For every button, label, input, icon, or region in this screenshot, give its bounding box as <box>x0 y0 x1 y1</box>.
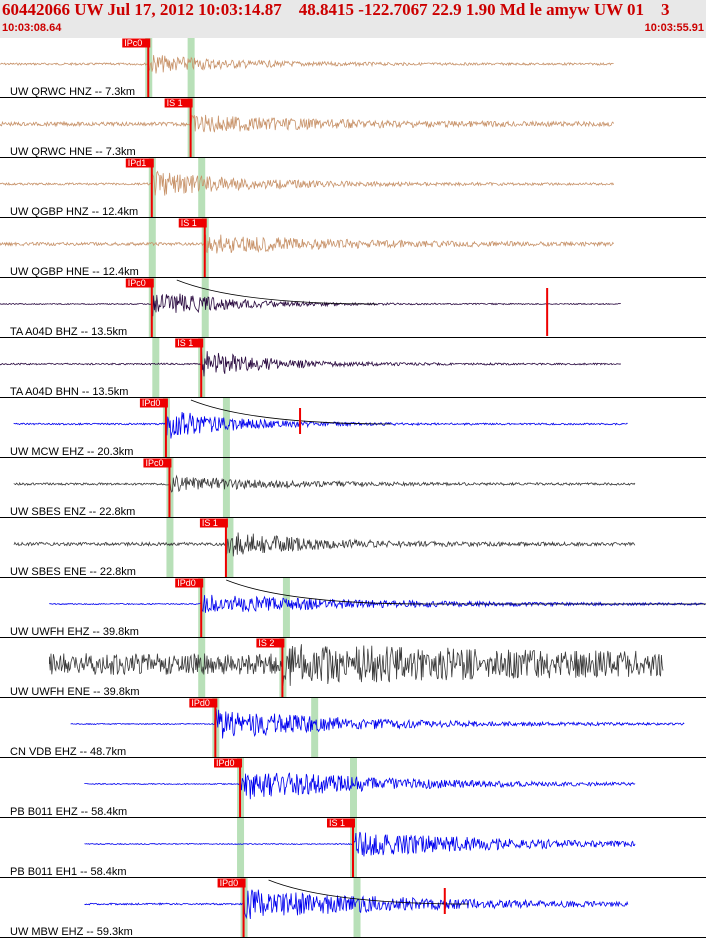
station-channel-label: UW MCW EHZ -- 20.3km <box>10 446 133 458</box>
phase-pick-label: IPc0 <box>124 38 142 48</box>
station-channel-label: TA A04D BHZ -- 13.5km <box>10 326 127 338</box>
waveform-trace <box>0 293 621 317</box>
waveform-trace <box>0 114 614 133</box>
trace-panel[interactable]: IPd1 UW QGBP HNZ -- 12.4km <box>0 158 706 218</box>
pick-window-band <box>350 758 357 818</box>
station-channel-label: UW SBES ENZ -- 22.8km <box>10 506 135 518</box>
trace-panel[interactable]: IS 2 UW UWFH ENE -- 39.8km <box>0 638 706 698</box>
theoretical-arrival-curve <box>226 579 706 605</box>
station-channel-label: UW QGBP HNZ -- 12.4km <box>10 206 138 218</box>
phase-pick-tag[interactable] <box>214 758 243 768</box>
phase-pick-tag[interactable] <box>143 458 172 468</box>
phase-pick-label: IS 1 <box>329 818 345 828</box>
waveform-trace <box>70 708 685 739</box>
trace-panel[interactable]: IPd0 PB B011 EHZ -- 58.4km <box>0 758 706 818</box>
station-channel-label: PB B011 EHZ -- 58.4km <box>10 806 127 818</box>
event-header: 60442066 UW Jul 17, 2012 10:03:14.87 48.… <box>0 0 706 38</box>
station-channel-label: UW UWFH ENE -- 39.8km <box>10 686 140 698</box>
waveform-trace <box>0 55 614 74</box>
phase-pick-label: IS 1 <box>167 98 183 108</box>
phase-pick-tag[interactable] <box>178 218 207 228</box>
pick-window-band <box>166 518 174 578</box>
phase-pick-label: IS 1 <box>202 518 218 528</box>
station-channel-label: UW UWFH EHZ -- 39.8km <box>10 626 139 638</box>
station-channel-label: UW SBES ENE -- 22.8km <box>10 566 136 578</box>
phase-pick-tag[interactable] <box>256 638 285 648</box>
station-channel-label: UW QRWC HNE -- 7.3km <box>10 146 136 158</box>
phase-pick-tag[interactable] <box>125 278 154 288</box>
phase-pick-tag[interactable] <box>122 38 151 48</box>
phase-pick-label: IPc0 <box>145 458 163 468</box>
time-end-label: 10:03:55.91 <box>644 22 704 34</box>
phase-pick-tag[interactable] <box>175 338 204 348</box>
trace-panel[interactable]: IPd0 UW MCW EHZ -- 20.3km <box>0 398 706 458</box>
theoretical-arrival-curve <box>190 399 391 425</box>
theoretical-arrival-curve <box>268 879 469 905</box>
station-channel-label: PB B011 EH1 -- 58.4km <box>10 866 127 878</box>
phase-pick-label: IPd0 <box>220 878 239 888</box>
pick-window-band <box>282 578 290 638</box>
phase-pick-label: IPd0 <box>216 758 235 768</box>
waveform-trace <box>0 350 622 377</box>
phase-pick-tag[interactable] <box>189 698 218 708</box>
trace-panel[interactable]: IS 1 UW QGBP HNE -- 12.4km <box>0 218 706 278</box>
trace-panel[interactable]: IS 1 TA A04D BHN -- 13.5km <box>0 338 706 398</box>
waveform-trace <box>84 772 636 800</box>
station-channel-label: TA A04D BHN -- 13.5km <box>10 386 128 398</box>
pick-window-band <box>198 158 206 218</box>
pick-window-band <box>148 218 156 278</box>
phase-pick-label: IS 2 <box>258 638 274 648</box>
phase-pick-tag[interactable] <box>164 98 193 108</box>
phase-pick-tag[interactable] <box>175 578 204 588</box>
waveform-trace <box>13 532 636 557</box>
phase-pick-label: IPd1 <box>128 158 147 168</box>
phase-pick-tag[interactable] <box>327 818 355 828</box>
phase-pick-tag[interactable] <box>139 398 168 408</box>
phase-pick-label: IPd0 <box>191 698 210 708</box>
waveform-trace <box>0 170 614 196</box>
trace-panels: IPc0 UW QRWC HNZ -- 7.3km IS 1 UW QRWC HNE … <box>0 38 706 938</box>
pick-window-band <box>222 458 230 518</box>
trace-panel[interactable]: IPc0 UW QRWC HNZ -- 7.3km <box>0 38 706 98</box>
trace-panel[interactable]: IS 1 UW QRWC HNE -- 7.3km <box>0 98 706 158</box>
trace-panel[interactable]: IPc0 UW SBES ENZ -- 22.8km <box>0 458 706 518</box>
phase-pick-label: IPd0 <box>177 578 196 588</box>
pick-window-band <box>237 818 245 878</box>
event-title: 60442066 UW Jul 17, 2012 10:03:14.87 48.… <box>2 0 670 19</box>
trace-panel[interactable]: IS 1 PB B011 EH1 -- 58.4km <box>0 818 706 878</box>
station-channel-label: UW QRWC HNZ -- 7.3km <box>10 86 135 98</box>
phase-pick-tag[interactable] <box>199 518 228 528</box>
waveform-trace <box>49 594 706 613</box>
phase-pick-tag[interactable] <box>125 158 154 168</box>
waveform-trace <box>84 831 636 857</box>
phase-pick-label: IPc0 <box>128 278 146 288</box>
phase-pick-tag[interactable] <box>217 878 246 888</box>
waveform-trace <box>13 409 628 439</box>
trace-panel[interactable]: IS 1 UW SBES ENE -- 22.8km <box>0 518 706 578</box>
time-start-label: 10:03:08.64 <box>2 22 62 34</box>
trace-panel[interactable]: IPc0 TA A04D BHZ -- 13.5km <box>0 278 706 338</box>
waveform-trace <box>0 234 614 254</box>
phase-pick-label: IPd0 <box>142 398 161 408</box>
theoretical-arrival-curve <box>176 279 377 305</box>
pick-window-band <box>353 878 361 938</box>
phase-pick-label: IS 1 <box>181 218 197 228</box>
pick-window-band <box>187 38 195 98</box>
phase-pick-label: IS 1 <box>177 338 193 348</box>
station-channel-label: UW QGBP HNE -- 12.4km <box>10 266 139 278</box>
waveform-trace <box>13 474 636 493</box>
station-channel-label: UW MBW EHZ -- 59.3km <box>10 926 133 938</box>
pick-window-band <box>198 638 206 698</box>
trace-panel[interactable]: IPd0 UW MBW EHZ -- 59.3km <box>0 878 706 938</box>
pick-window-band <box>311 698 319 758</box>
waveform-trace <box>49 644 664 686</box>
waveform-trace <box>84 889 629 920</box>
seismogram-plot[interactable]: IPc0 UW QRWC HNZ -- 7.3km IS 1 UW QRWC HNE … <box>0 38 706 938</box>
station-channel-label: CN VDB EHZ -- 48.7km <box>10 746 126 758</box>
pick-window-band <box>152 338 160 398</box>
trace-panel[interactable]: IPd0 UW UWFH EHZ -- 39.8km <box>0 578 706 638</box>
trace-panel[interactable]: IPd0 CN VDB EHZ -- 48.7km <box>0 698 706 758</box>
